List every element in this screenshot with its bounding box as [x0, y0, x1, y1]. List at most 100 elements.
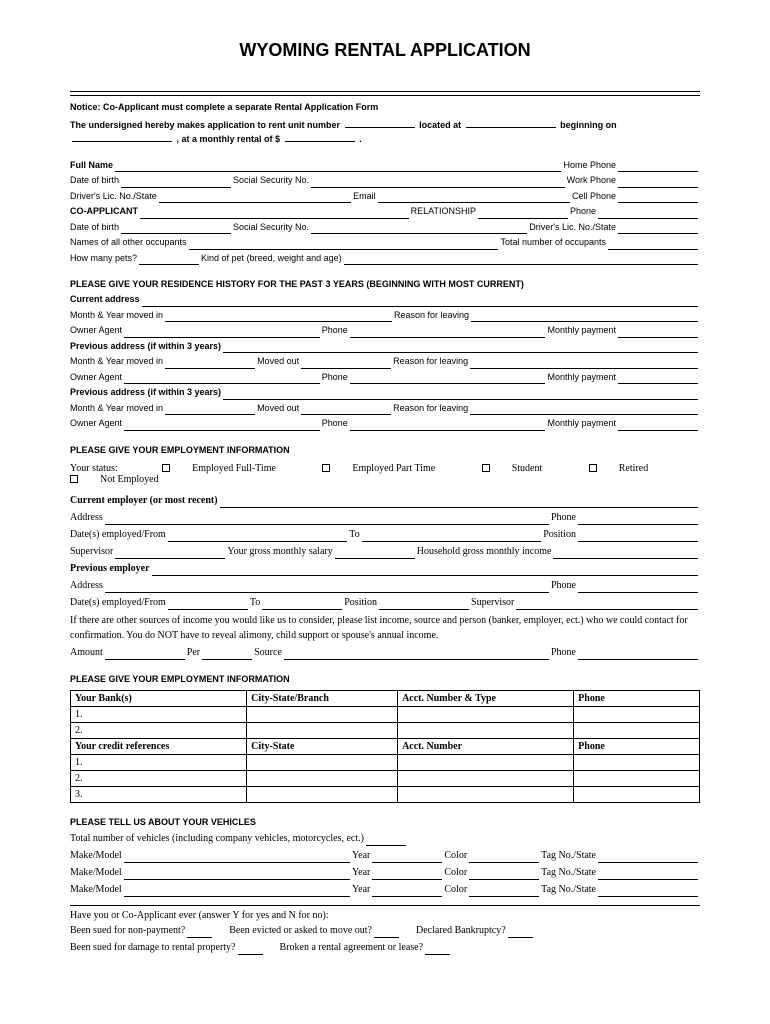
per-field[interactable]	[202, 650, 252, 660]
credit-r1[interactable]: 1.	[71, 754, 247, 770]
current-address-field[interactable]	[142, 297, 698, 307]
cell[interactable]	[247, 786, 398, 802]
phone-field[interactable]	[578, 650, 698, 660]
phone-field[interactable]	[350, 374, 546, 384]
student-checkbox[interactable]	[482, 464, 490, 472]
amount-field[interactable]	[105, 650, 185, 660]
beginning-on-field[interactable]	[72, 132, 172, 142]
cell[interactable]	[574, 722, 700, 738]
other-occupants-field[interactable]	[189, 240, 499, 250]
year-field[interactable]	[372, 853, 442, 863]
gross-field[interactable]	[335, 549, 415, 559]
ssn-field[interactable]	[311, 178, 565, 188]
cell[interactable]	[247, 706, 398, 722]
relationship-field[interactable]	[478, 209, 568, 219]
cell[interactable]	[574, 754, 700, 770]
supervisor-field[interactable]	[115, 549, 225, 559]
phone-field[interactable]	[350, 421, 546, 431]
reason-field[interactable]	[470, 405, 698, 415]
work-phone-field[interactable]	[618, 178, 698, 188]
cell[interactable]	[398, 754, 574, 770]
position-field[interactable]	[578, 532, 698, 542]
q3-field[interactable]	[508, 928, 533, 938]
make-field[interactable]	[124, 853, 350, 863]
co-ssn-field[interactable]	[311, 224, 527, 234]
notemployed-checkbox[interactable]	[70, 475, 78, 483]
tag-field[interactable]	[598, 870, 698, 880]
make-field[interactable]	[124, 887, 350, 897]
monthly-field[interactable]	[618, 328, 698, 338]
owner-field[interactable]	[124, 421, 320, 431]
reason-field[interactable]	[471, 312, 698, 322]
cell[interactable]	[398, 770, 574, 786]
reason-field[interactable]	[470, 359, 698, 369]
address-field[interactable]	[105, 583, 549, 593]
year-field[interactable]	[372, 870, 442, 880]
credit-r2[interactable]: 2.	[71, 770, 247, 786]
monthly-field[interactable]	[618, 374, 698, 384]
supervisor-field[interactable]	[516, 600, 698, 610]
moved-in-field[interactable]	[165, 312, 392, 322]
moved-in-field[interactable]	[165, 405, 255, 415]
moved-out-field[interactable]	[301, 359, 391, 369]
to-field[interactable]	[362, 532, 541, 542]
phone-field[interactable]	[578, 583, 698, 593]
make-field[interactable]	[124, 870, 350, 880]
source-field[interactable]	[284, 650, 549, 660]
q1-field[interactable]	[187, 928, 212, 938]
dl-field[interactable]	[159, 193, 351, 203]
home-phone-field[interactable]	[618, 162, 698, 172]
cell-phone-field[interactable]	[618, 193, 698, 203]
tag-field[interactable]	[598, 887, 698, 897]
cell[interactable]	[574, 706, 700, 722]
full-name-field[interactable]	[115, 162, 561, 172]
parttime-checkbox[interactable]	[322, 464, 330, 472]
credit-r3[interactable]: 3.	[71, 786, 247, 802]
pet-kind-field[interactable]	[344, 255, 698, 265]
unit-number-field[interactable]	[345, 118, 415, 128]
owner-field[interactable]	[124, 374, 320, 384]
dob-field[interactable]	[121, 178, 231, 188]
email-field[interactable]	[378, 193, 570, 203]
cell[interactable]	[398, 722, 574, 738]
position-field[interactable]	[379, 600, 469, 610]
q5-field[interactable]	[425, 945, 450, 955]
prev-employer-field[interactable]	[152, 566, 698, 576]
monthly-rental-field[interactable]	[285, 132, 355, 142]
bank-r2[interactable]: 2.	[71, 722, 247, 738]
color-field[interactable]	[469, 887, 539, 897]
current-employer-field[interactable]	[220, 498, 698, 508]
q2-field[interactable]	[374, 928, 399, 938]
prev-address-field[interactable]	[223, 343, 698, 353]
year-field[interactable]	[372, 887, 442, 897]
monthly-field[interactable]	[618, 421, 698, 431]
retired-checkbox[interactable]	[589, 464, 597, 472]
cell[interactable]	[398, 706, 574, 722]
prev-address-field[interactable]	[223, 390, 698, 400]
total-vehicles-field[interactable]	[366, 836, 406, 846]
q4-field[interactable]	[238, 945, 263, 955]
cell[interactable]	[574, 770, 700, 786]
tag-field[interactable]	[598, 853, 698, 863]
cell[interactable]	[247, 754, 398, 770]
dates-from-field[interactable]	[168, 600, 248, 610]
household-field[interactable]	[553, 549, 698, 559]
color-field[interactable]	[469, 853, 539, 863]
owner-field[interactable]	[124, 328, 320, 338]
moved-out-field[interactable]	[301, 405, 391, 415]
address-field[interactable]	[105, 515, 549, 525]
phone-field[interactable]	[598, 209, 698, 219]
co-dl-field[interactable]	[618, 224, 698, 234]
moved-in-field[interactable]	[165, 359, 255, 369]
to-field[interactable]	[262, 600, 342, 610]
cell[interactable]	[574, 786, 700, 802]
co-dob-field[interactable]	[121, 224, 231, 234]
coapplicant-field[interactable]	[140, 209, 409, 219]
pets-field[interactable]	[139, 255, 199, 265]
cell[interactable]	[398, 786, 574, 802]
cell[interactable]	[247, 770, 398, 786]
fulltime-checkbox[interactable]	[162, 464, 170, 472]
bank-r1[interactable]: 1.	[71, 706, 247, 722]
phone-field[interactable]	[578, 515, 698, 525]
color-field[interactable]	[469, 870, 539, 880]
